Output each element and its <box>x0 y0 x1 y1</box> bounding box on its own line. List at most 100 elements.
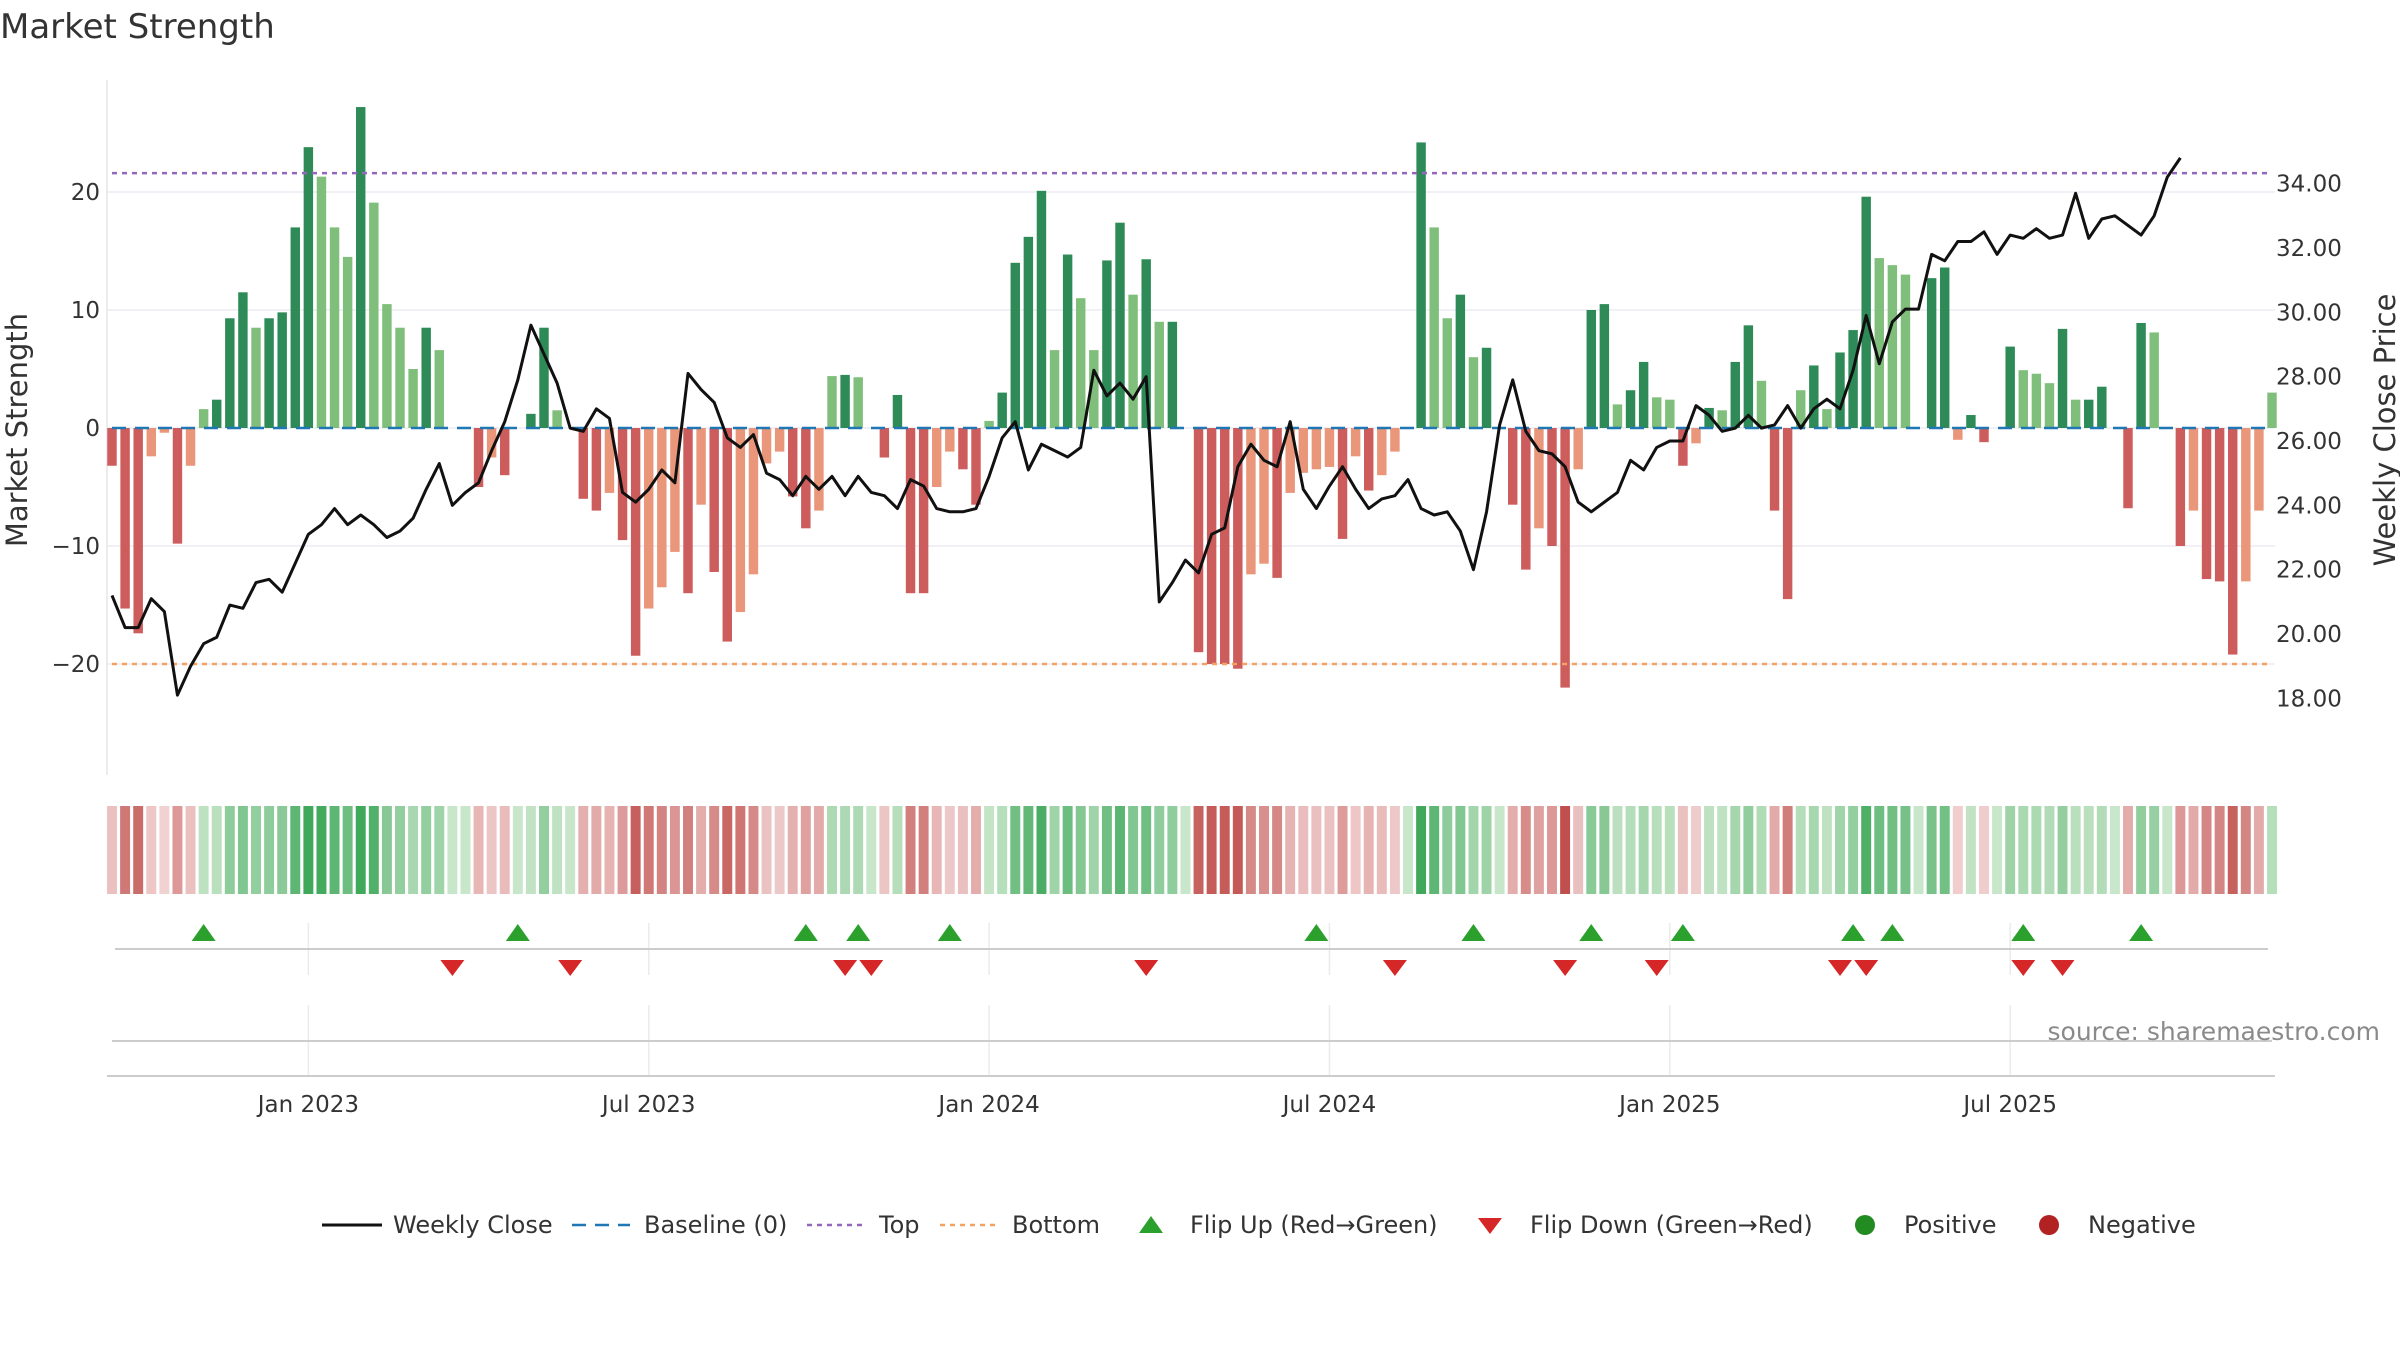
heatmap-cell <box>1403 806 1413 894</box>
heatmap-cell <box>1769 806 1780 894</box>
heatmap-cell <box>486 806 497 894</box>
heatmap-cell <box>1808 806 1819 894</box>
heatmap-cell <box>669 806 680 894</box>
strength-bar <box>500 428 510 476</box>
strength-bar <box>1337 428 1348 539</box>
strength-bar <box>604 428 615 493</box>
heatmap-cell <box>1965 806 1976 894</box>
heatmap-cell <box>1376 806 1387 894</box>
strength-bar <box>421 327 431 428</box>
heatmap-cell <box>1782 806 1793 894</box>
heatmap-cell <box>617 806 628 894</box>
strength-bar <box>1599 304 1610 428</box>
heatmap-cell <box>264 806 275 894</box>
reference-lines <box>112 171 2272 666</box>
flip-down-marker <box>1644 960 1669 976</box>
heatmap-cell <box>1835 806 1845 894</box>
heatmap-cell <box>107 806 117 894</box>
strength-bar <box>1298 428 1308 473</box>
heatmap-cell <box>2227 806 2238 894</box>
heatmap-cell <box>1298 806 1309 894</box>
strength-bar <box>264 318 274 428</box>
heatmap-cell <box>1075 806 1086 894</box>
legend-negative-label: Negative <box>2088 1211 2196 1239</box>
heatmap-cell <box>2136 806 2147 894</box>
strength-bar <box>133 428 143 634</box>
heatmap-cell <box>1638 806 1649 894</box>
heatmap-cell <box>1337 806 1348 894</box>
left-tick-label: 10 <box>71 298 100 324</box>
heatmap-cell <box>2044 806 2055 894</box>
heatmap-cell <box>944 806 955 894</box>
strength-bar <box>1966 415 1976 428</box>
strength-bar <box>1573 428 1583 470</box>
strength-bar <box>2084 399 2094 428</box>
strength-bar <box>552 410 562 428</box>
flip-up-marker <box>1880 924 1905 941</box>
left-axis-label: Market Strength <box>0 313 34 547</box>
strength-bar <box>1102 260 1112 428</box>
legend-positive-swatch <box>1855 1215 1875 1235</box>
strength-bar <box>1036 190 1047 428</box>
strength-bar <box>303 147 314 428</box>
strength-bar <box>1154 321 1164 428</box>
strength-bar <box>1508 428 1518 505</box>
strength-bar <box>814 428 824 511</box>
strength-bar <box>892 394 903 428</box>
heatmap-cell <box>1979 806 1989 894</box>
strength-bar <box>683 428 693 594</box>
heatmap-cell <box>1429 806 1440 894</box>
heatmap-cell <box>892 806 903 894</box>
heatmap-cell <box>1259 806 1269 894</box>
strength-bar <box>159 428 170 433</box>
strength-bar <box>473 428 484 487</box>
heatmap-cell <box>1324 806 1335 894</box>
strength-bar <box>1926 278 1937 428</box>
strength-bar <box>369 202 379 428</box>
heatmap-cell <box>2162 806 2173 894</box>
heatmap-cell <box>2267 806 2277 894</box>
heatmap-cell <box>2253 806 2264 894</box>
strength-bar <box>1350 428 1361 457</box>
heatmap-cell <box>1101 806 1112 894</box>
heatmap-cell <box>133 806 144 894</box>
strength-bar <box>1049 350 1060 428</box>
heatmap-cell <box>434 806 445 894</box>
strength-bar <box>1521 428 1531 570</box>
x-tick-label: Jul 2023 <box>600 1092 696 1118</box>
heatmap-cell <box>1573 806 1584 894</box>
strength-bar <box>1455 294 1466 428</box>
heatmap-cell <box>329 806 340 894</box>
strength-bar <box>2149 332 2159 428</box>
heatmap-cell <box>591 806 602 894</box>
heatmap-cell <box>2109 806 2120 894</box>
heatmap-cell <box>2240 806 2251 894</box>
heatmap-cell <box>237 806 248 894</box>
heatmap-cell <box>971 806 981 894</box>
strength-bar <box>212 399 222 428</box>
gridlines <box>106 80 2275 1075</box>
strength-bar <box>827 376 837 428</box>
heatmap-cell <box>656 806 667 894</box>
strength-bar <box>1822 409 1832 428</box>
strength-bar <box>1782 428 1793 600</box>
strength-bar <box>1364 428 1374 491</box>
strength-bar <box>1259 428 1269 564</box>
heatmap-cell <box>1154 806 1165 894</box>
legend-flip-up-label: Flip Up (Red→Green) <box>1190 1211 1438 1239</box>
heatmap-cell <box>1952 806 1963 894</box>
heatmap-cell <box>1651 806 1662 894</box>
heatmap-cell <box>1442 806 1453 894</box>
heatmap-cell <box>1586 806 1597 894</box>
strength-bar <box>722 428 732 642</box>
strength-bar <box>840 374 850 428</box>
strength-bar <box>1835 352 1845 428</box>
strength-bar <box>630 428 641 656</box>
strength-bar <box>761 428 772 464</box>
heatmap-cell <box>1010 806 1021 894</box>
heatmap-cell <box>1272 806 1283 894</box>
heatmap-cell <box>774 806 785 894</box>
heatmap-cell <box>748 806 759 894</box>
strength-bar <box>1809 365 1819 428</box>
